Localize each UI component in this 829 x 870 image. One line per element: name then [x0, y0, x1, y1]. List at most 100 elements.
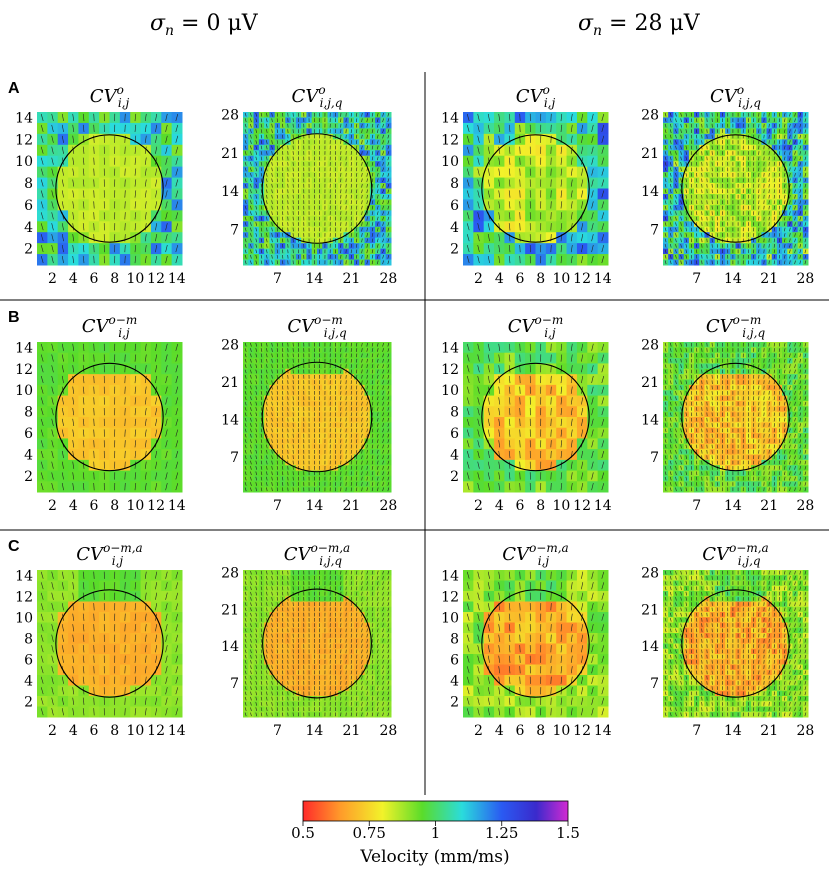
vector-arrow — [670, 183, 672, 188]
vector-arrow — [276, 145, 278, 150]
heatmap-cell — [576, 243, 588, 255]
vector-arrow — [382, 145, 384, 150]
heatmap-cell — [792, 150, 799, 157]
y-tick-label: 6 — [450, 198, 459, 214]
slow-region-circle — [481, 134, 590, 243]
vector-arrow — [361, 249, 363, 254]
vector-arrow — [282, 200, 284, 205]
vector-arrow — [477, 212, 480, 220]
vector-arrow — [680, 244, 682, 248]
vector-arrow — [550, 168, 552, 176]
heatmap-cell — [375, 221, 381, 228]
vector-arrow — [581, 223, 584, 231]
vector-arrow — [560, 190, 563, 198]
vector-arrow — [350, 140, 352, 144]
vector-arrow — [685, 145, 687, 150]
vector-arrow — [773, 183, 775, 188]
vector-arrow — [550, 179, 552, 187]
vector-arrow — [680, 227, 682, 232]
heatmap-cell — [161, 112, 173, 124]
vector-arrow — [680, 233, 682, 237]
vector-arrow — [356, 162, 358, 166]
vector-arrow — [581, 190, 584, 198]
vector-arrow — [271, 189, 273, 194]
y-tick-label: 28 — [641, 108, 659, 124]
vector-arrow — [282, 172, 284, 177]
vector-arrow — [266, 211, 268, 215]
vector-arrow — [696, 140, 698, 144]
heatmap-cell — [745, 183, 752, 189]
vector-arrow — [61, 168, 64, 176]
vector-arrow — [690, 227, 693, 232]
vector-arrow — [165, 201, 168, 209]
vector-arrow — [361, 162, 363, 166]
row-label-a: A — [8, 80, 20, 97]
vector-arrow — [134, 255, 137, 264]
heatmap-cell — [375, 128, 381, 135]
heatmap-cell — [369, 193, 376, 200]
y-tick-label: 12 — [15, 132, 33, 148]
heatmap-cell — [385, 166, 392, 173]
heatmap-cell — [802, 150, 809, 157]
vector-arrow — [701, 194, 703, 199]
vector-arrow — [508, 190, 511, 198]
vector-arrow — [51, 113, 54, 122]
vector-arrow — [124, 255, 126, 264]
heatmap-cell — [364, 133, 371, 140]
vector-arrow — [250, 173, 252, 177]
vector-arrow — [466, 146, 470, 154]
vector-arrow — [350, 260, 352, 265]
heatmap-cell — [150, 177, 162, 189]
vector-arrow — [255, 205, 257, 210]
vector-arrow — [377, 151, 379, 155]
heatmap-cell — [161, 166, 173, 179]
vector-arrow — [260, 167, 263, 172]
heatmap-cell — [354, 221, 360, 228]
vector-arrow — [670, 227, 672, 232]
vector-arrow — [675, 156, 677, 161]
vector-arrow — [664, 249, 667, 254]
vector-arrow — [271, 162, 273, 166]
vector-arrow — [175, 212, 179, 220]
vector-arrow — [601, 190, 605, 198]
vector-arrow — [266, 238, 268, 243]
vector-arrow — [61, 135, 64, 143]
heatmap-cell — [597, 122, 609, 135]
heatmap-cell — [150, 417, 162, 429]
vector-arrow — [155, 168, 158, 176]
vector-arrow — [260, 227, 263, 232]
heatmap-cell — [171, 395, 183, 407]
heatmap-cell — [776, 199, 783, 206]
vector-arrow — [466, 255, 470, 264]
vector-arrow — [371, 112, 374, 117]
vector-arrow — [680, 194, 682, 199]
vector-arrow — [685, 238, 687, 243]
vector-arrow — [498, 179, 501, 187]
heatmap-cell — [802, 183, 809, 189]
vector-arrow — [487, 124, 490, 133]
vector-arrow — [696, 118, 698, 123]
vector-arrow — [664, 118, 667, 122]
vector-arrow — [690, 244, 693, 248]
x-tick-label: 8 — [110, 271, 119, 287]
vector-arrow — [664, 178, 667, 183]
heatmap-cell — [171, 374, 183, 386]
vector-arrow — [690, 123, 693, 128]
heatmap-cell — [364, 204, 371, 211]
vector-arrow — [260, 205, 263, 210]
y-tick-label: 4 — [24, 220, 33, 236]
vector-arrow — [350, 189, 352, 194]
vector-arrow — [466, 168, 470, 176]
vector-arrow — [366, 189, 368, 194]
heatmap-cell — [354, 133, 360, 140]
heatmap-cell — [776, 172, 783, 179]
x-tick-label: 8 — [536, 271, 545, 287]
vector-arrow — [282, 162, 284, 166]
vector-arrow — [685, 194, 687, 199]
heatmap-cell — [802, 117, 809, 124]
vector-arrow — [93, 244, 95, 253]
heatmap-cell — [375, 172, 381, 179]
vector-arrow — [696, 167, 698, 172]
vector-arrow — [282, 129, 284, 134]
heatmap-cell — [576, 166, 588, 179]
